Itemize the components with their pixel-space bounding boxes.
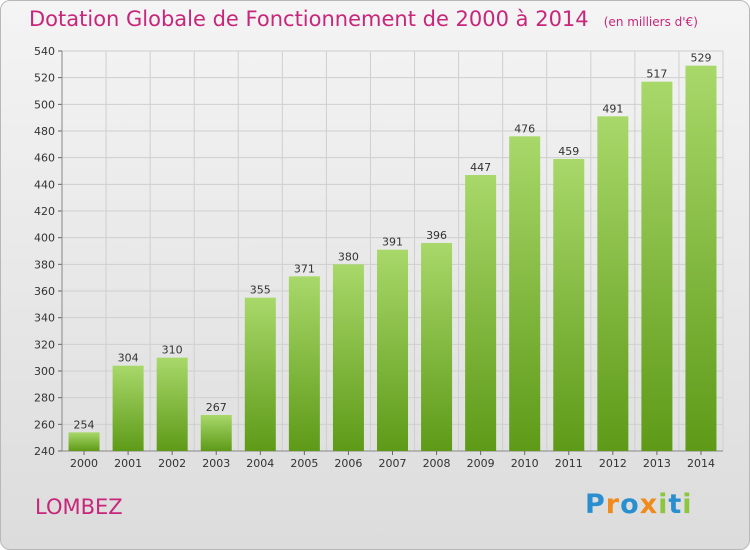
bar	[509, 136, 541, 452]
y-tick-label: 340	[34, 312, 55, 325]
bar	[244, 297, 276, 451]
y-tick-label: 240	[34, 445, 55, 458]
logo-letter: i	[658, 489, 669, 520]
bar-value-label: 491	[602, 102, 623, 115]
bars	[68, 65, 717, 452]
x-tick-label: 2014	[687, 457, 715, 470]
bar	[156, 357, 188, 451]
y-tick-label: 480	[34, 125, 55, 138]
bar-value-label: 310	[162, 344, 183, 357]
y-tick-label: 360	[34, 285, 55, 298]
commune-name: LOMBEZ	[35, 495, 123, 519]
bar	[288, 276, 320, 451]
y-tick-label: 320	[34, 338, 55, 351]
y-tick-label: 500	[34, 98, 55, 111]
bar-value-label: 447	[470, 161, 491, 174]
logo-letter: o	[620, 489, 640, 520]
logo-letter: t	[668, 489, 683, 520]
y-tick-label: 540	[34, 45, 55, 58]
logo-letter: r	[605, 489, 621, 520]
bar	[332, 264, 364, 451]
x-tick-label: 2005	[290, 457, 318, 470]
x-tick-label: 2013	[643, 457, 671, 470]
bar-value-label: 391	[382, 236, 403, 249]
bar	[685, 65, 717, 452]
proxiti-logo: Proxiti	[585, 489, 693, 520]
y-tick-label: 440	[34, 178, 55, 191]
x-tick-label: 2011	[555, 457, 583, 470]
x-tick-label: 2012	[599, 457, 627, 470]
x-tick-label: 2004	[246, 457, 274, 470]
y-tick-label: 420	[34, 205, 55, 218]
y-tick-label: 280	[34, 392, 55, 405]
bar-value-label: 304	[118, 352, 139, 365]
y-tick-label: 260	[34, 418, 55, 431]
bar	[641, 81, 673, 452]
bar	[465, 175, 497, 451]
bar	[200, 415, 232, 451]
bar-value-label: 371	[294, 262, 315, 275]
bar-value-label: 355	[250, 284, 271, 297]
y-tick-label: 460	[34, 152, 55, 165]
x-tick-label: 2003	[202, 457, 230, 470]
x-tick-label: 2002	[158, 457, 186, 470]
bar	[421, 243, 453, 451]
y-tick-label: 520	[34, 72, 55, 85]
bar-value-label: 476	[514, 122, 535, 135]
bar-value-label: 254	[74, 418, 95, 431]
y-tick-label: 300	[34, 365, 55, 378]
bar	[553, 159, 585, 451]
x-tick-label: 2006	[334, 457, 362, 470]
chart-subtitle: (en milliers d'€)	[603, 15, 698, 29]
logo-letter: P	[585, 489, 606, 520]
x-tick-label: 2009	[467, 457, 495, 470]
labels: 240 260 280 300 320 340 360 380 400 420 440 460 480 5…	[34, 45, 715, 470]
bar-value-label: 396	[426, 229, 447, 242]
x-tick-label: 2001	[114, 457, 142, 470]
x-tick-label: 2010	[511, 457, 539, 470]
bar-value-label: 517	[646, 68, 667, 81]
bar-value-label: 529	[690, 52, 711, 65]
bar	[597, 116, 629, 451]
logo-letter: x	[639, 489, 659, 520]
x-tick-label: 2007	[379, 457, 407, 470]
x-tick-label: 2008	[423, 457, 451, 470]
chart-title-block: Dotation Globale de Fonctionnement de 20…	[29, 7, 698, 31]
bar-value-label: 459	[558, 145, 579, 158]
bar-value-label: 380	[338, 250, 359, 263]
logo-letter: i	[682, 489, 693, 520]
chart-title: Dotation Globale de Fonctionnement de 20…	[29, 7, 589, 31]
bar	[112, 365, 144, 451]
x-tick-label: 2000	[70, 457, 98, 470]
y-tick-label: 380	[34, 258, 55, 271]
bar	[68, 432, 100, 451]
bar-value-label: 267	[206, 401, 227, 414]
bar	[377, 249, 408, 451]
y-tick-label: 400	[34, 232, 55, 245]
